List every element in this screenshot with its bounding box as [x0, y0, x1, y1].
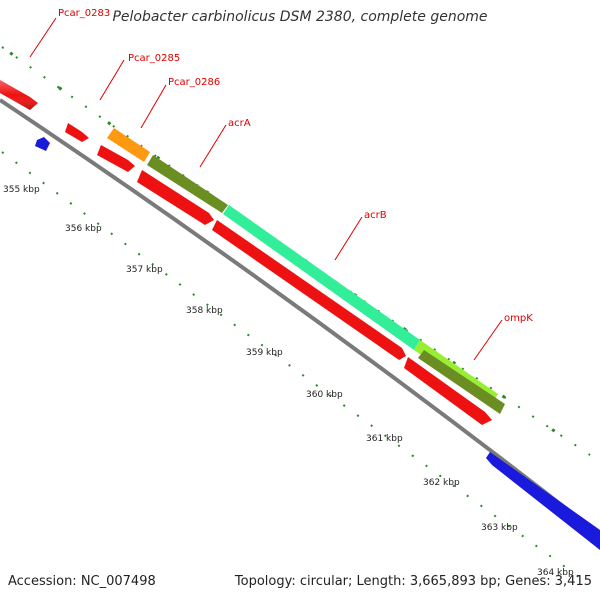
scale-label-359: 359 kbp — [246, 348, 283, 358]
gene-label-pcar0285: Pcar_0285 — [128, 53, 180, 64]
gene-bar-7[interactable] — [35, 137, 50, 151]
gene-label-ompk: ompK — [504, 313, 533, 324]
scale-label-361: 361 kbp — [366, 434, 403, 444]
ruler-track-inner — [1, 151, 591, 586]
scale-label-360: 360 kbp — [306, 390, 343, 400]
scale-label-355: 355 kbp — [3, 185, 40, 195]
gene-bar-6[interactable] — [404, 357, 492, 425]
gene-bar-acrb[interactable] — [223, 205, 420, 350]
topology-text: Topology: circular; Length: 3,665,893 bp… — [234, 574, 592, 589]
gene-bar-acra[interactable] — [147, 155, 228, 213]
gene-label-acra: acrA — [228, 118, 251, 129]
gene-bar-2[interactable] — [65, 123, 89, 142]
gene-bar-8[interactable] — [486, 452, 600, 550]
gene-label-pcar0286: Pcar_0286 — [168, 77, 220, 88]
gene-bar-3[interactable] — [97, 145, 135, 172]
gene-label-pcar0283: Pcar_0283 — [58, 8, 110, 19]
scale-label-363: 363 kbp — [481, 523, 518, 533]
scale-label-357: 357 kbp — [126, 265, 163, 275]
gene-label-acrb: acrB — [364, 210, 387, 221]
scale-label-358: 358 kbp — [186, 306, 223, 316]
gene-bar-1[interactable] — [0, 80, 38, 110]
gene-bar-pcar0286[interactable] — [107, 128, 150, 162]
scale-label-362: 362 kbp — [423, 478, 460, 488]
gene-bar-4[interactable] — [137, 170, 214, 225]
genome-backbone — [0, 98, 600, 537]
scale-label-356: 356 kbp — [65, 224, 102, 234]
accession-text: Accession: NC_007498 — [8, 574, 156, 589]
gene-bar-ompk-b[interactable] — [418, 350, 505, 414]
ruler-track-outer — [1, 45, 591, 457]
leader-lines — [29, 17, 503, 361]
scale-label-364: 364 kbp — [537, 568, 574, 578]
map-title: Pelobacter carbinolicus DSM 2380, comple… — [112, 9, 488, 25]
gene-bar-5[interactable] — [212, 220, 406, 360]
